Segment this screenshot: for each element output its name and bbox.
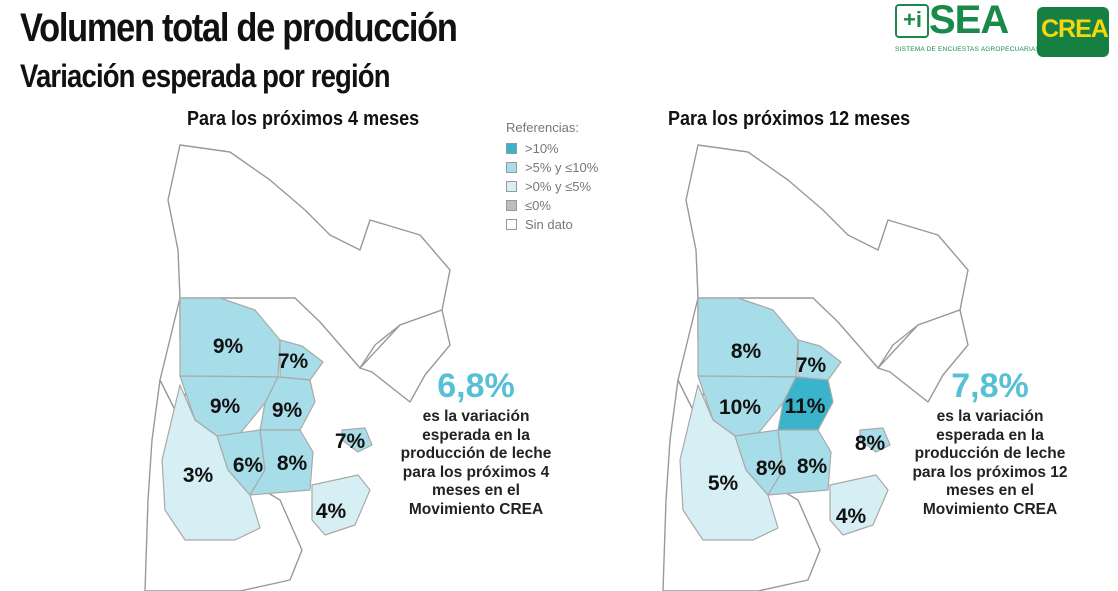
sea-logo-subtitle: SISTEMA DE ENCUESTAS AGROPECUARIAS bbox=[895, 46, 1041, 53]
map-4-months: 9% 7% 9% 9% 3% 6% 8% 7% 4% bbox=[144, 144, 451, 591]
legend-swatch bbox=[506, 162, 517, 173]
region-value-label: 7% bbox=[335, 430, 366, 453]
region-santa-fe-norte bbox=[279, 339, 324, 381]
map-12-months: 8% 7% 10% 11% 5% 8% 8% 8% 4% bbox=[662, 144, 969, 591]
region-value-label: 4% bbox=[836, 505, 867, 528]
sea-logo: +i SEA SISTEMA DE ENCUESTAS AGROPECUARIA… bbox=[895, 0, 1040, 60]
sea-logo-icon: +i bbox=[895, 4, 929, 38]
region-bs-as-sur bbox=[311, 474, 371, 536]
summary-description: es la variación esperada en la producció… bbox=[400, 408, 552, 518]
region-value-label: 8% bbox=[797, 455, 828, 478]
region-value-label: 8% bbox=[731, 340, 762, 363]
legend-swatch bbox=[506, 143, 517, 154]
legend-item: >0% y ≤5% bbox=[506, 177, 598, 196]
region-value-label: 7% bbox=[278, 350, 309, 373]
summary-12-months: 7,8% es la variación esperada en la prod… bbox=[910, 368, 1070, 519]
legend-item: Sin dato bbox=[506, 215, 598, 234]
region-value-label: 4% bbox=[316, 500, 347, 523]
region-value-label: 10% bbox=[719, 396, 761, 419]
region-outline-mesopotamia bbox=[359, 309, 451, 403]
region-bs-as-sur bbox=[829, 474, 889, 536]
legend-item: >5% y ≤10% bbox=[506, 158, 598, 177]
summary-value: 7,8% bbox=[951, 367, 1029, 405]
summary-value: 6,8% bbox=[437, 367, 515, 405]
region-oeste bbox=[161, 384, 261, 541]
period-label-4-months: Para los próximos 4 meses bbox=[187, 108, 420, 130]
region-outline-mesopotamia bbox=[877, 309, 969, 403]
region-value-label: 11% bbox=[785, 395, 826, 418]
region-norte-cordoba bbox=[697, 297, 799, 378]
period-label-12-months: Para los próximos 12 meses bbox=[668, 108, 911, 130]
sea-logo-text: SEA bbox=[929, 0, 1009, 42]
summary-description: es la variación esperada en la producció… bbox=[912, 408, 1068, 518]
page-subtitle: Variación esperada por región bbox=[20, 58, 391, 94]
region-entre-rios bbox=[859, 427, 891, 453]
legend-item: >10% bbox=[506, 139, 598, 158]
region-entre-rios bbox=[341, 427, 373, 453]
region-value-label: 6% bbox=[233, 454, 264, 477]
page-title: Volumen total de producción bbox=[20, 6, 458, 50]
legend-swatch bbox=[506, 219, 517, 230]
region-value-label: 9% bbox=[213, 335, 244, 358]
crea-logo: CREA bbox=[1037, 7, 1109, 57]
region-value-label: 8% bbox=[277, 452, 308, 475]
region-value-label: 3% bbox=[183, 464, 214, 487]
region-value-label: 9% bbox=[272, 399, 303, 422]
region-oeste bbox=[679, 384, 779, 541]
map-legend: Referencias: >10% >5% y ≤10% >0% y ≤5% ≤… bbox=[506, 120, 598, 234]
crea-logo-text: CREA bbox=[1041, 15, 1109, 43]
legend-swatch bbox=[506, 181, 517, 192]
region-value-label: 7% bbox=[796, 354, 827, 377]
legend-swatch bbox=[506, 200, 517, 211]
legend-item: ≤0% bbox=[506, 196, 598, 215]
region-bs-as-norte bbox=[249, 429, 314, 496]
region-value-label: 5% bbox=[708, 472, 739, 495]
summary-4-months: 6,8% es la variación esperada en la prod… bbox=[396, 368, 556, 519]
region-value-label: 9% bbox=[210, 395, 241, 418]
region-value-label: 8% bbox=[855, 432, 886, 455]
region-bs-as-norte bbox=[767, 429, 832, 496]
legend-title: Referencias: bbox=[506, 120, 579, 135]
region-value-label: 8% bbox=[756, 457, 787, 480]
region-santa-fe-norte bbox=[797, 339, 842, 381]
